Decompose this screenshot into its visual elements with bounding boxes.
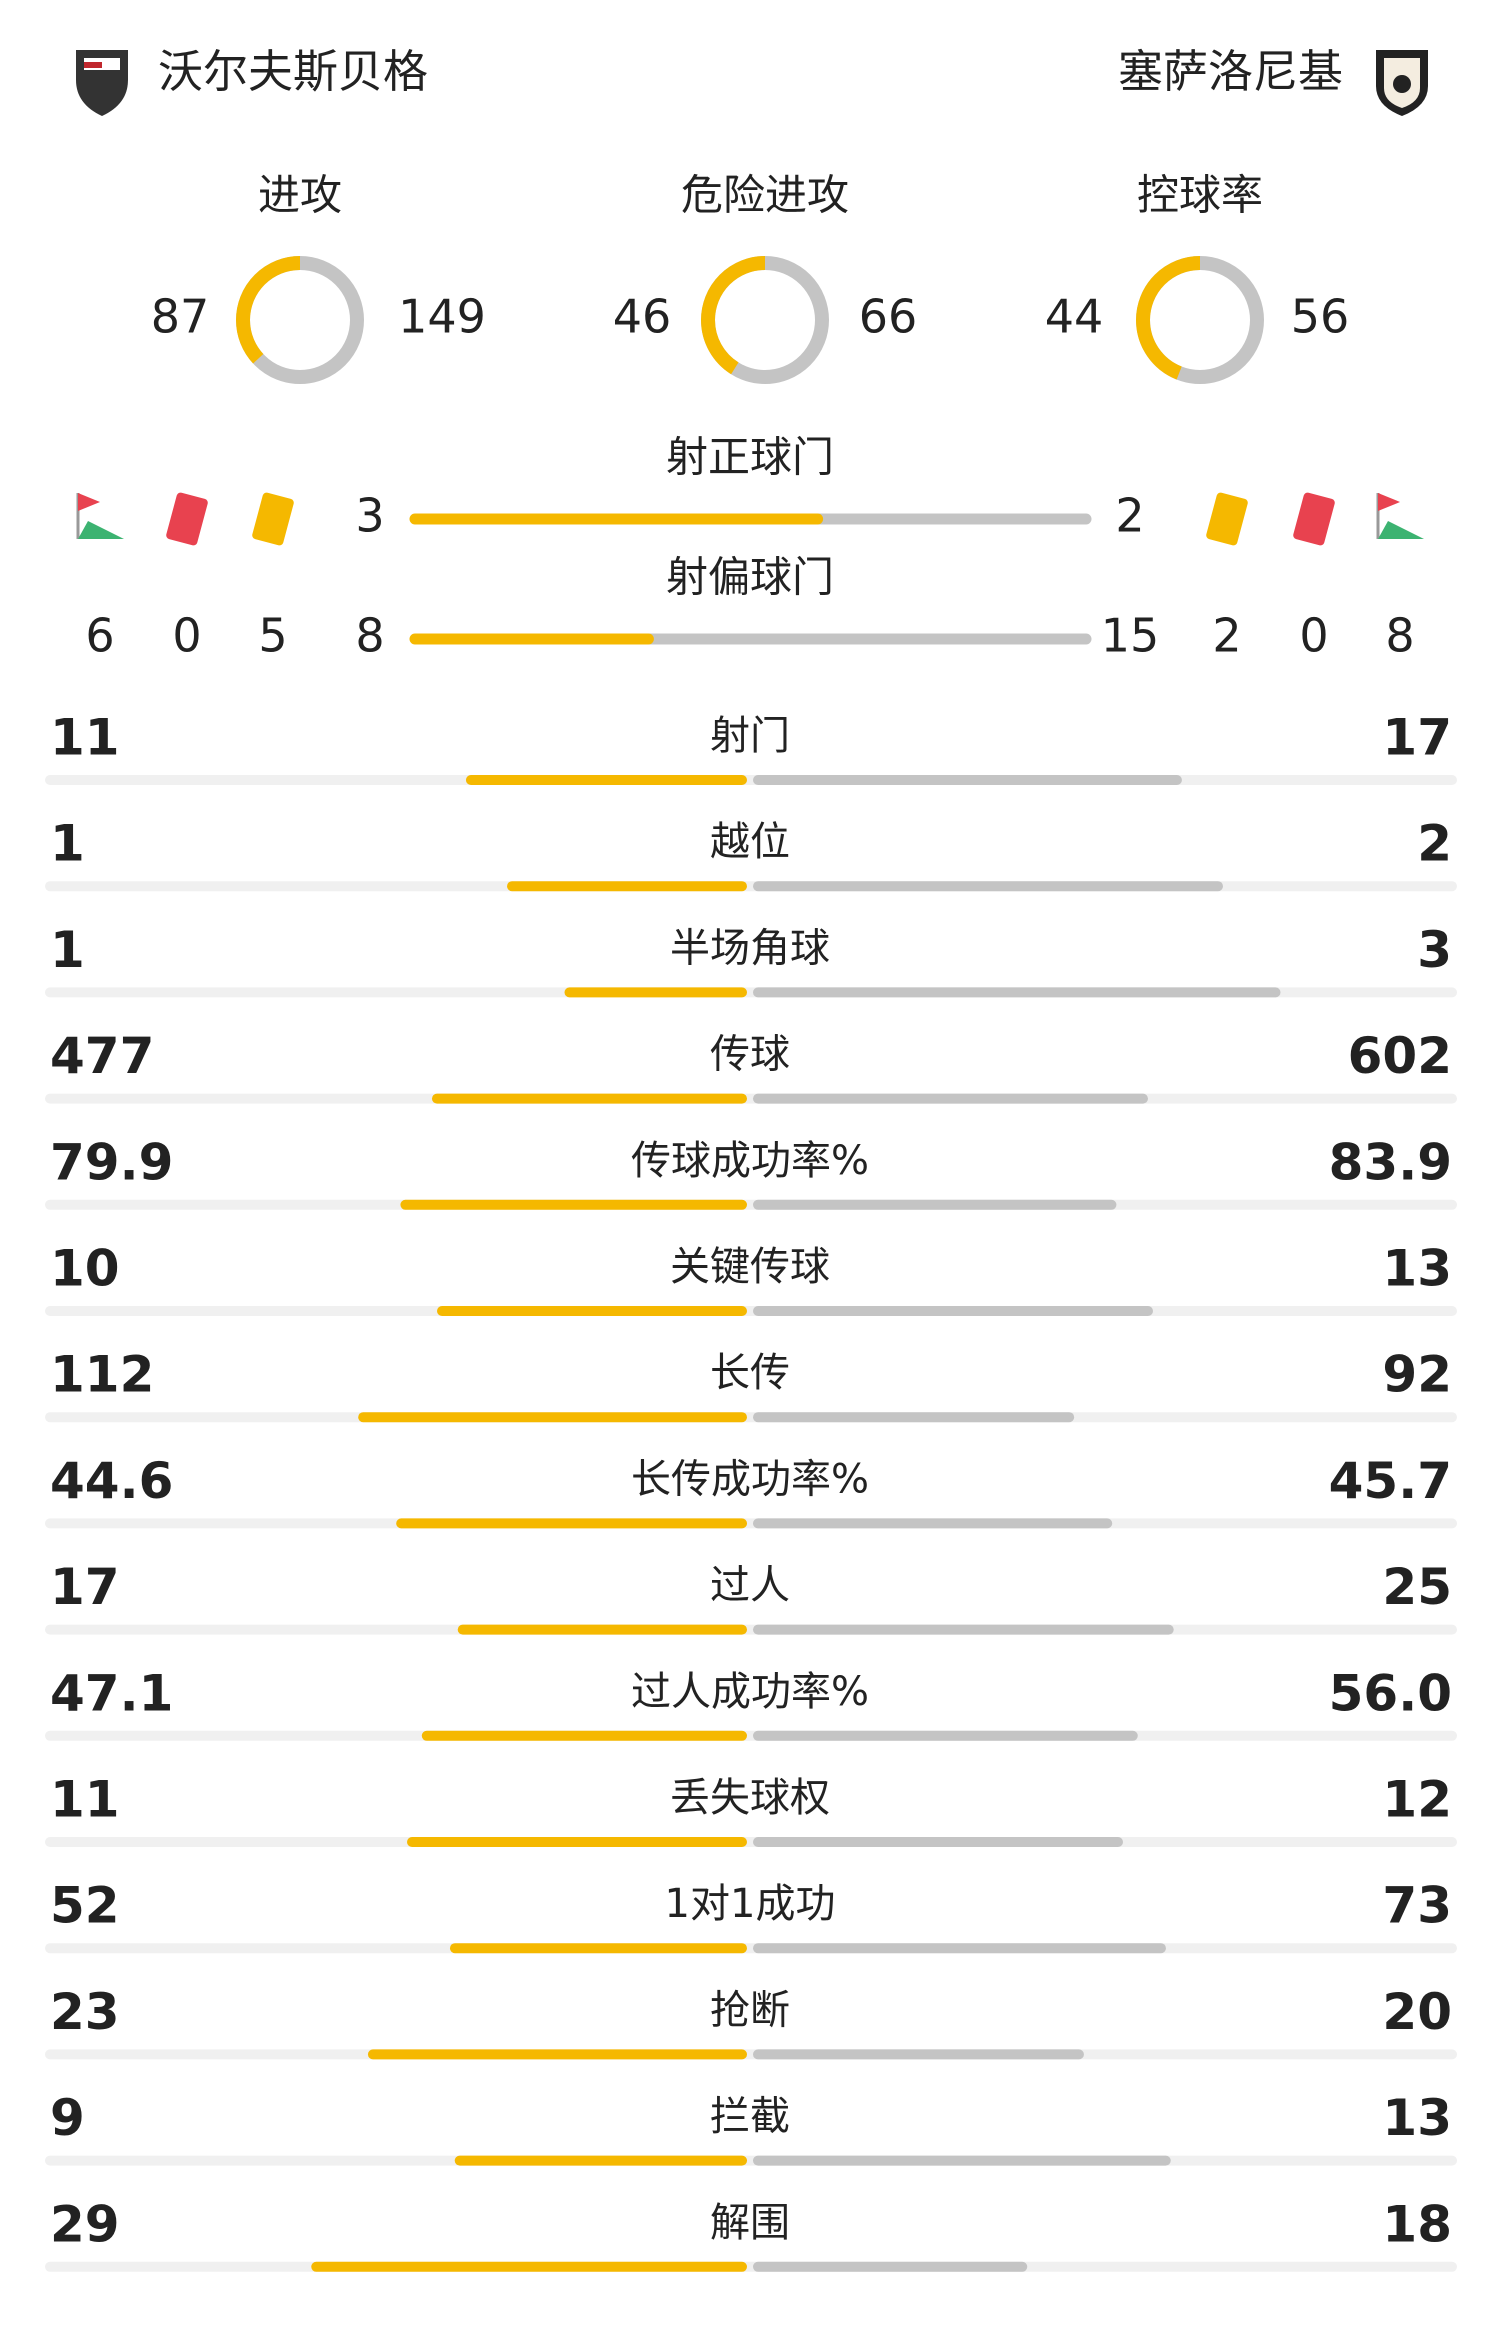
home-value: 44.6: [50, 1452, 173, 1510]
flag: [1378, 493, 1400, 511]
corner-icon: [76, 493, 124, 539]
pitch: [1378, 521, 1424, 539]
away-event-count: 8: [1385, 609, 1414, 663]
home-value: 87: [151, 290, 210, 344]
stat-label: 关键传球: [670, 1244, 830, 1290]
away-event-count: 2: [1212, 609, 1241, 663]
home-value: 8: [355, 609, 384, 663]
home-value: 477: [50, 1027, 154, 1085]
stat-label: 传球: [710, 1032, 790, 1078]
stat-label: 拦截: [710, 2094, 790, 2140]
card: [166, 492, 208, 546]
stat-label: 半场角球: [670, 925, 830, 971]
ring-home: [1136, 256, 1264, 384]
stat-label: 长传成功率%: [631, 1456, 869, 1502]
home-value: 44: [1045, 290, 1104, 344]
card: [1293, 492, 1335, 546]
ring-home: [701, 256, 829, 384]
away-value: 56.0: [1329, 1664, 1452, 1722]
away-value: 66: [859, 290, 918, 344]
pitch: [78, 521, 124, 539]
home-value: 79.9: [50, 1133, 173, 1191]
away-value: 602: [1348, 1027, 1452, 1085]
home-value: 23: [50, 1983, 120, 2041]
away-value: 92: [1382, 1346, 1452, 1404]
away-value: 15: [1101, 609, 1160, 663]
stat-label: 过人成功率%: [631, 1669, 869, 1715]
card: [1206, 492, 1248, 546]
home-team: 沃尔夫斯贝格: [158, 45, 428, 98]
away-value: 2: [1115, 489, 1144, 543]
away-value: 2: [1417, 815, 1452, 873]
stat-label: 1对1成功: [665, 1881, 836, 1927]
home-value: 112: [50, 1346, 154, 1404]
away-value: 45.7: [1329, 1452, 1452, 1510]
away-value: 73: [1382, 1877, 1452, 1935]
home-event-count: 5: [258, 609, 287, 663]
stat-label: 解围: [710, 2200, 790, 2246]
corner-icon: [1376, 493, 1424, 539]
card: [252, 492, 294, 546]
away-value: 83.9: [1329, 1133, 1452, 1191]
home-value: 29: [50, 2195, 120, 2253]
stat-label: 过人: [710, 1563, 790, 1609]
away-value: 12: [1382, 1771, 1452, 1829]
home-event-count: 0: [172, 609, 201, 663]
home-value: 11: [50, 709, 120, 767]
home-value: 3: [355, 489, 384, 543]
away-value: 3: [1417, 921, 1452, 979]
stat-label: 越位: [710, 819, 790, 865]
away-event-count: 0: [1299, 609, 1328, 663]
yellow-icon: [252, 492, 294, 546]
home-value: 46: [613, 290, 672, 344]
ring-label: 进攻: [258, 171, 342, 220]
red-icon: [166, 492, 208, 546]
away-team: 塞萨洛尼基: [1118, 45, 1343, 98]
yellow-icon: [1206, 492, 1248, 546]
shot-label: 射偏球门: [666, 553, 834, 602]
shot-label: 射正球门: [666, 433, 834, 482]
away-value: 13: [1382, 2089, 1452, 2147]
ring-home: [236, 256, 364, 384]
home-value: 11: [50, 1771, 120, 1829]
away-value: 20: [1382, 1983, 1452, 2041]
stat-label: 丢失球权: [670, 1775, 830, 1821]
home-event-count: 6: [85, 609, 114, 663]
away-logo: [1376, 50, 1428, 116]
stat-label: 射门: [710, 713, 790, 759]
stat-label: 长传: [710, 1350, 790, 1396]
red-icon: [1293, 492, 1335, 546]
stat-label: 抢断: [710, 1987, 790, 2033]
away-value: 149: [398, 290, 486, 344]
home-value: 1: [50, 815, 85, 873]
home-value: 52: [50, 1877, 120, 1935]
stat-label: 传球成功率%: [631, 1138, 869, 1184]
home-value: 10: [50, 1240, 120, 1298]
home-logo: [76, 50, 128, 116]
away-value: 17: [1382, 709, 1452, 767]
home-value: 9: [50, 2089, 85, 2147]
away-value: 18: [1382, 2195, 1452, 2253]
home-value: 17: [50, 1558, 120, 1616]
flag: [78, 493, 100, 511]
home-value: 47.1: [50, 1664, 173, 1722]
ring-label: 危险进攻: [681, 171, 849, 220]
away-value: 56: [1291, 290, 1350, 344]
away-value: 25: [1382, 1558, 1452, 1616]
ring-label: 控球率: [1137, 171, 1263, 220]
home-value: 1: [50, 921, 85, 979]
away-value: 13: [1382, 1240, 1452, 1298]
